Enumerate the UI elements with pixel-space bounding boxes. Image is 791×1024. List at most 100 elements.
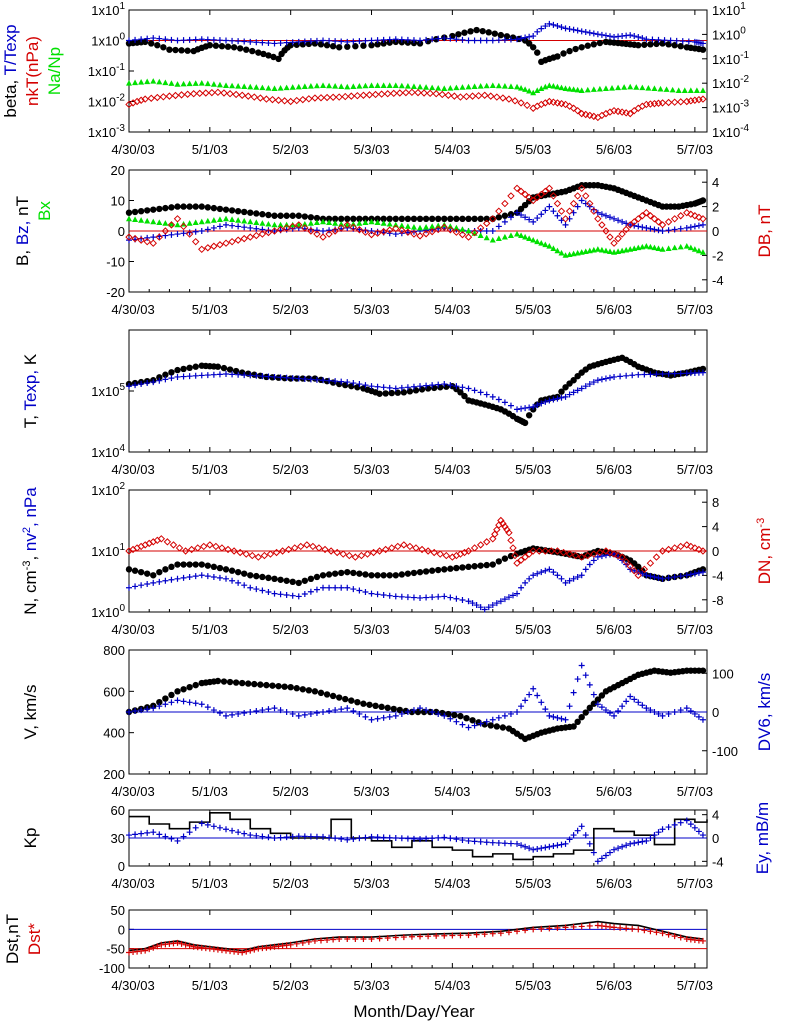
data-point [352, 43, 359, 50]
data-point [198, 372, 205, 379]
data-point [499, 94, 507, 102]
data-point [178, 940, 185, 947]
data-point [594, 246, 601, 252]
data-point [377, 90, 386, 98]
data-point [362, 219, 369, 226]
data-point [514, 83, 521, 90]
data-point [517, 205, 525, 213]
data-point [653, 371, 660, 378]
data-point [398, 222, 405, 229]
data-point [223, 37, 230, 44]
data-point [357, 551, 366, 560]
y-tick-label: 1x100 [91, 32, 125, 49]
data-point [569, 104, 578, 112]
data-point [582, 383, 589, 390]
y-axis-label-line: Dst,nT [3, 914, 22, 964]
data-point [562, 25, 569, 32]
data-point [433, 932, 440, 939]
data-point [313, 230, 321, 238]
data-point [243, 948, 250, 955]
data-point [301, 375, 308, 382]
data-point [664, 545, 673, 554]
data-point [586, 199, 594, 208]
data-point [695, 222, 702, 229]
data-point [138, 830, 145, 837]
data-point [398, 384, 405, 391]
data-point [228, 237, 236, 246]
data-point [619, 218, 626, 225]
data-point [530, 403, 537, 410]
data-point [144, 581, 151, 588]
data-point [174, 837, 181, 844]
data-point [162, 376, 169, 383]
data-point [198, 228, 205, 234]
data-point [271, 835, 278, 841]
data-point [569, 199, 578, 208]
data-point [566, 26, 573, 33]
data-point [404, 228, 412, 236]
panel-beta: 4/30/03 5/1/03 5/2/03 5/3/03 5/4/03 5/5/03 5/6… [1, 1, 750, 157]
data-point [380, 572, 387, 579]
data-point [489, 561, 496, 568]
data-point [352, 936, 359, 942]
data-point [542, 706, 549, 713]
data-point [344, 584, 351, 591]
data-point [214, 677, 222, 685]
series-dst-0 [128, 920, 704, 952]
data-point [514, 209, 521, 216]
data-point [590, 30, 597, 37]
data-point [566, 836, 573, 843]
data-point [293, 685, 300, 692]
x-tick-label: 5/3/03 [353, 876, 389, 891]
data-point [192, 363, 199, 370]
data-point [509, 544, 517, 552]
data-point [457, 712, 464, 720]
data-point [295, 38, 302, 45]
data-point [350, 569, 357, 577]
data-point [503, 525, 511, 534]
data-point [382, 390, 389, 397]
data-point [558, 394, 565, 401]
data-point [530, 846, 537, 853]
data-point [606, 214, 613, 221]
data-point [565, 102, 574, 110]
data-point [192, 80, 199, 86]
data-point [550, 396, 557, 403]
data-point [489, 215, 496, 222]
data-point [265, 574, 272, 582]
data-point [518, 35, 525, 42]
data-point [180, 574, 187, 581]
x-tick-label: 5/5/03 [515, 876, 551, 891]
data-point [398, 215, 406, 222]
data-point [435, 35, 442, 42]
data-point [477, 37, 484, 44]
data-point [189, 90, 198, 98]
data-point [392, 215, 399, 222]
data-point [301, 833, 308, 840]
data-point [162, 695, 169, 702]
data-point [153, 93, 162, 102]
data-point [645, 84, 652, 91]
data-point [641, 41, 648, 48]
data-point [570, 389, 577, 396]
data-point [369, 548, 378, 557]
data-point [216, 37, 223, 44]
y-tick-label: 1x101 [91, 542, 125, 559]
data-point [554, 572, 561, 579]
data-point [554, 924, 561, 931]
data-point [507, 192, 515, 200]
data-point [659, 930, 666, 937]
data-point [271, 590, 278, 597]
data-point [338, 378, 345, 385]
data-point [677, 934, 684, 941]
data-point [438, 90, 446, 99]
data-point [253, 586, 260, 593]
data-point [355, 226, 364, 234]
data-point [654, 218, 663, 226]
data-point [368, 82, 375, 88]
data-point [501, 233, 508, 240]
data-point [643, 837, 650, 844]
data-point [368, 37, 375, 44]
data-point [435, 215, 442, 222]
data-point [241, 709, 248, 716]
